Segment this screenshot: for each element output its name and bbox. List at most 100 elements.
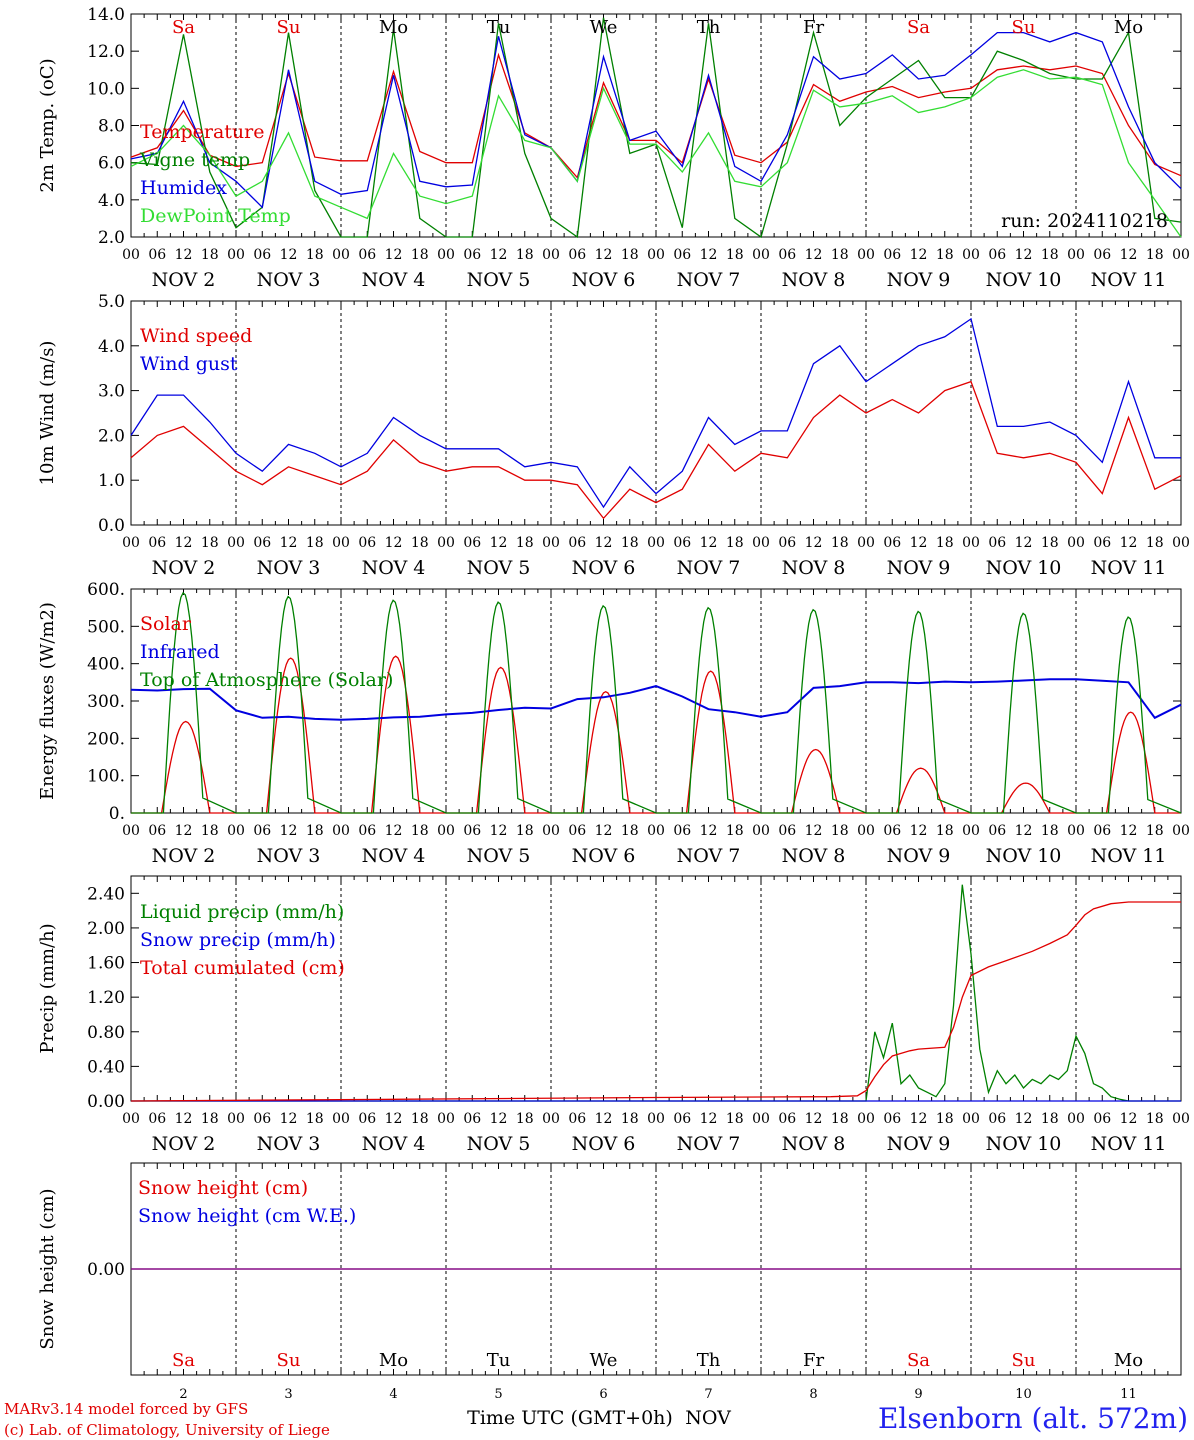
- x-hour-label: 12: [910, 535, 928, 551]
- weekday-label-bottom: We: [590, 1350, 618, 1371]
- x-hour-label: 06: [883, 823, 901, 839]
- weekday-label-top: Fr: [803, 17, 824, 38]
- x-hour-label: 00: [227, 535, 245, 551]
- x-date-label: NOV 11: [1091, 845, 1167, 867]
- x-hour-label: 06: [253, 823, 271, 839]
- x-hour-label: 18: [621, 247, 639, 263]
- x-date-label: NOV 10: [986, 269, 1062, 291]
- x-hour-label: 12: [805, 1111, 823, 1127]
- x-hour-label: 06: [673, 823, 691, 839]
- x-date-label: NOV 11: [1091, 269, 1167, 291]
- series-line-dewpoint-temp: [130, 69, 1182, 238]
- x-hour-label: 12: [805, 823, 823, 839]
- x-hour-label: 12: [1015, 247, 1033, 263]
- x-hour-label: 18: [1146, 823, 1164, 839]
- x-hour-label: 18: [201, 535, 219, 551]
- x-hour-label: 06: [568, 535, 586, 551]
- series-line-humidex: [130, 31, 1182, 209]
- y-tick-label: 2.0: [98, 426, 125, 446]
- x-date-label: NOV 7: [677, 845, 741, 867]
- x-hour-label: 06: [673, 247, 691, 263]
- x-hour-label: 12: [175, 823, 193, 839]
- x-hour-label: 06: [778, 247, 796, 263]
- y-tick-label: 4.0: [98, 191, 125, 211]
- legend-entry: Snow height (cm): [138, 1177, 308, 1199]
- series-line-total-cumulated-cm: [130, 901, 1181, 1102]
- y-tick-label: 1.0: [98, 471, 125, 491]
- x-hour-label: 18: [516, 1111, 534, 1127]
- weekday-label-top: Tu: [487, 17, 511, 38]
- x-hour-label: 18: [936, 1111, 954, 1127]
- y-axis-title: Precip (mm/h): [37, 923, 58, 1053]
- legend-entry: Top of Atmosphere (Solar): [140, 669, 393, 691]
- x-hour-label: 00: [857, 1111, 875, 1127]
- x-date-label: NOV 8: [782, 557, 846, 579]
- x-date-label: NOV 6: [572, 269, 636, 291]
- x-hour-label: 18: [411, 247, 429, 263]
- x-hour-label: 12: [1015, 823, 1033, 839]
- weekday-label-top: Mo: [379, 17, 408, 38]
- x-hour-label: 06: [778, 823, 796, 839]
- x-hour-label: 12: [280, 247, 298, 263]
- weekday-label-bottom: Su: [277, 1350, 301, 1371]
- y-tick-label: 0.00: [87, 1092, 125, 1112]
- x-hour-label: 12: [910, 1111, 928, 1127]
- x-hour-label: 06: [568, 1111, 586, 1127]
- x-hour-label: 12: [1015, 535, 1033, 551]
- x-hour-label: 12: [700, 823, 718, 839]
- x-hour-label: 06: [358, 535, 376, 551]
- x-hour-label: 06: [568, 247, 586, 263]
- x-hour-label: 00: [332, 1111, 350, 1127]
- y-tick-label: 2.00: [87, 919, 125, 939]
- x-hour-label: 00: [122, 1111, 140, 1127]
- y-tick-label: 0.: [109, 804, 125, 824]
- series-line-infrared: [130, 678, 1182, 721]
- x-hour-label: 18: [516, 247, 534, 263]
- x-hour-label: 06: [1093, 535, 1111, 551]
- x-hour-label: 00: [542, 823, 560, 839]
- x-date-label: NOV 5: [467, 269, 531, 291]
- x-hour-label: 06: [568, 823, 586, 839]
- y-tick-label: 500.: [87, 617, 125, 637]
- x-date-label: NOV 9: [887, 845, 951, 867]
- x-hour-label: 06: [148, 247, 166, 263]
- x-hour-label: 18: [726, 1111, 744, 1127]
- x-hour-label: 12: [385, 823, 403, 839]
- x-date-label: NOV 9: [887, 557, 951, 579]
- y-tick-label: 0.40: [87, 1057, 125, 1077]
- x-date-label: NOV 7: [677, 1133, 741, 1155]
- y-tick-label: 0.80: [87, 1023, 125, 1043]
- y-tick-label: 2.0: [98, 228, 125, 248]
- x-hour-label: 06: [253, 1111, 271, 1127]
- y-tick-label: 5.0: [98, 292, 125, 312]
- x-date-label: NOV 4: [362, 557, 426, 579]
- x-hour-label: 18: [621, 1111, 639, 1127]
- x-hour-label: 12: [490, 823, 508, 839]
- x-hour-label: 12: [280, 1111, 298, 1127]
- x-hour-label: 18: [1041, 535, 1059, 551]
- x-hour-label: 18: [411, 823, 429, 839]
- y-tick-label: 300.: [87, 692, 125, 712]
- x-hour-label: 06: [988, 247, 1006, 263]
- x-hour-label: 12: [700, 535, 718, 551]
- x-hour-label: 12: [595, 1111, 613, 1127]
- x-hour-label: 06: [778, 535, 796, 551]
- x-hour-label: 12: [910, 247, 928, 263]
- x-date-label: NOV 7: [677, 269, 741, 291]
- x-hour-label: 12: [490, 247, 508, 263]
- x-date-label: NOV 4: [362, 269, 426, 291]
- series-line-temperature: [130, 52, 1182, 179]
- x-hour-label: 00: [542, 535, 560, 551]
- x-date-label: NOV 3: [257, 269, 321, 291]
- x-hour-label: 00: [857, 823, 875, 839]
- legend-entry: Liquid precip (mm/h): [140, 901, 344, 923]
- x-hour-label: 00: [332, 823, 350, 839]
- x-hour-label: 18: [831, 823, 849, 839]
- weekday-label-bottom: Su: [1012, 1350, 1036, 1371]
- x-date-label: NOV 6: [572, 845, 636, 867]
- x-hour-label: 18: [1041, 247, 1059, 263]
- x-hour-label: 00: [1172, 823, 1190, 839]
- legend-entry: Snow height (cm W.E.): [138, 1205, 356, 1227]
- x-hour-label: 12: [910, 823, 928, 839]
- x-hour-label: 12: [175, 535, 193, 551]
